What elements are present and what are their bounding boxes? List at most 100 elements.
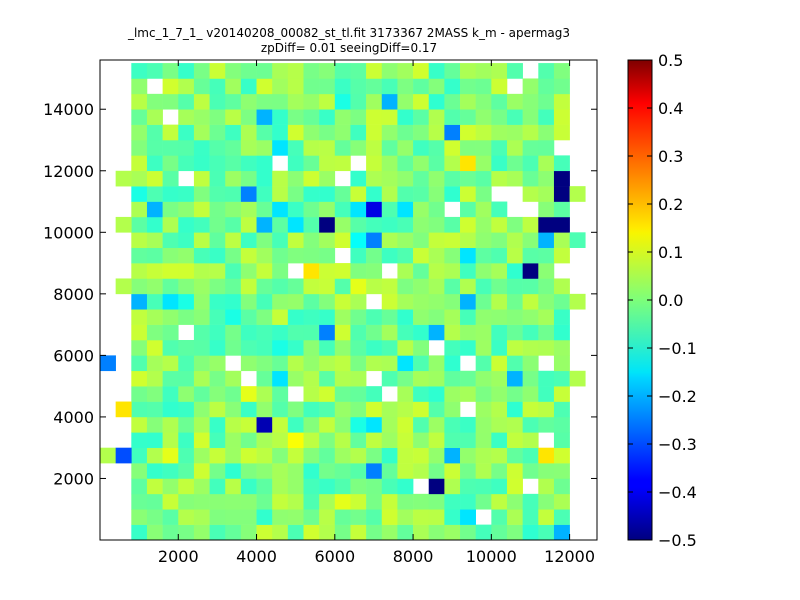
heatmap-cell [287, 309, 304, 325]
heatmap-cell [178, 370, 195, 387]
heatmap-cell [131, 124, 148, 141]
heatmap-cell [553, 247, 570, 264]
heatmap-cell [131, 232, 148, 248]
heatmap-cell [146, 432, 163, 448]
heatmap-cell [381, 140, 398, 156]
heatmap-cell [209, 201, 226, 218]
heatmap-cell [491, 216, 508, 233]
heatmap-cell [444, 78, 461, 95]
heatmap-cell [146, 355, 163, 372]
heatmap-cell [193, 309, 210, 325]
colorbar-tick-label: 0.0 [658, 291, 683, 310]
heatmap-cell [303, 370, 320, 387]
heatmap-cell [209, 170, 226, 187]
heatmap-cell [397, 447, 414, 464]
heatmap-cell [225, 232, 242, 248]
x-tick-label: 10000 [466, 547, 517, 566]
heatmap-cell [334, 293, 351, 310]
heatmap-cell [350, 509, 367, 525]
heatmap-cell [272, 386, 289, 402]
heatmap-cell [428, 309, 445, 325]
heatmap-cell [303, 324, 320, 341]
heatmap-cell [162, 216, 179, 233]
heatmap-cell [444, 216, 461, 233]
heatmap-cell [522, 355, 539, 372]
heatmap-cell [522, 232, 539, 248]
heatmap-cell [240, 232, 257, 248]
heatmap-cell [225, 370, 242, 387]
heatmap-cell [475, 478, 492, 495]
heatmap-cell [256, 509, 273, 525]
heatmap-cell [319, 309, 336, 325]
heatmap-cell [460, 78, 476, 95]
heatmap-cell [225, 401, 242, 418]
heatmap-cell [460, 232, 476, 248]
heatmap-cell [506, 124, 523, 141]
heatmap-cell [209, 524, 226, 540]
heatmap-cell [225, 509, 242, 525]
heatmap-cell [553, 432, 570, 448]
heatmap-cell [287, 478, 304, 495]
heatmap-cell [287, 186, 304, 202]
heatmap-cell [397, 109, 414, 125]
heatmap-cell [366, 201, 383, 218]
heatmap-cell [491, 401, 508, 418]
heatmap-cell [428, 463, 445, 479]
heatmap-cell [178, 78, 195, 95]
heatmap-cell [256, 463, 273, 479]
heatmap-cell [506, 463, 523, 479]
heatmap-cell [209, 416, 226, 433]
heatmap-cell [131, 463, 148, 479]
heatmap-cell [366, 63, 383, 79]
heatmap-cell [178, 493, 195, 510]
heatmap-cell [272, 447, 289, 464]
heatmap-cell [303, 109, 320, 125]
heatmap-cell [272, 186, 289, 202]
colorbar-tick-label: 0.4 [658, 99, 683, 118]
heatmap-cell [146, 247, 163, 264]
heatmap-cell [319, 247, 336, 264]
heatmap-cell [538, 416, 555, 433]
heatmap-cell [366, 447, 383, 464]
heatmap-cell [256, 340, 273, 356]
heatmap-cell [428, 293, 445, 310]
heatmap-cell [444, 140, 461, 156]
heatmap-cell [287, 247, 304, 264]
heatmap-cell [538, 247, 555, 264]
heatmap-cell [522, 186, 539, 202]
heatmap-cell [444, 432, 461, 448]
heatmap-cell [491, 463, 508, 479]
heatmap-cell [209, 370, 226, 387]
heatmap-cell [428, 324, 445, 341]
heatmap-cell [553, 493, 570, 510]
heatmap-cell [193, 524, 210, 540]
heatmap-cell [428, 355, 445, 372]
heatmap-cell [287, 463, 304, 479]
heatmap-cell [444, 340, 461, 356]
heatmap-cell [193, 386, 210, 402]
heatmap-cell [240, 186, 257, 202]
heatmap-cell [553, 186, 570, 202]
y-tick-label: 8000 [53, 285, 94, 304]
heatmap-cell [256, 355, 273, 372]
heatmap-cell [538, 155, 555, 172]
heatmap-cell [460, 278, 476, 295]
heatmap-cell [413, 324, 430, 341]
heatmap-cell [240, 293, 257, 310]
heatmap-cell [522, 309, 539, 325]
heatmap-cell [272, 432, 289, 448]
heatmap-cell [319, 140, 336, 156]
heatmap-cell [225, 155, 242, 172]
heatmap-cell [397, 78, 414, 95]
heatmap-cell [522, 93, 539, 110]
heatmap-cell [146, 186, 163, 202]
heatmap-cell [131, 155, 148, 172]
heatmap-cell [240, 63, 257, 79]
heatmap-cell [506, 293, 523, 310]
heatmap-cell [146, 524, 163, 540]
heatmap-cell [225, 416, 242, 433]
heatmap-cell [413, 309, 430, 325]
heatmap-cell [225, 78, 242, 95]
heatmap-cell [366, 463, 383, 479]
colorbar-tick-label: 0.2 [658, 195, 683, 214]
